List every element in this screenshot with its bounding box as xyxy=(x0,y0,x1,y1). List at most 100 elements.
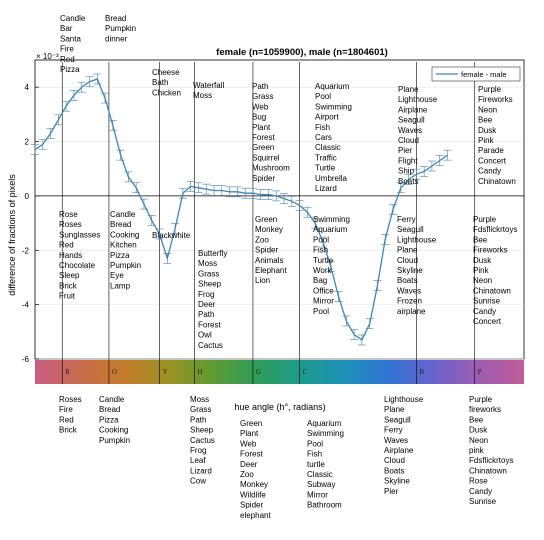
bottom-annotation-word: Chinatown xyxy=(469,466,507,475)
top-annotation-word: Green xyxy=(252,143,274,152)
middle-annotation-word: Sleep xyxy=(59,271,80,280)
bottom-annotation-word: Neon xyxy=(469,436,488,445)
error-bar-point xyxy=(248,187,257,199)
bottom-annotation-word: Web xyxy=(240,439,257,448)
top-annotation-word: Ship xyxy=(398,167,415,176)
middle-annotation-word: Sheep xyxy=(198,280,222,289)
middle-annotation-word: Chocolate xyxy=(59,261,96,270)
y-tick-label: -4 xyxy=(22,301,30,310)
y-tick-label: 0 xyxy=(25,192,30,201)
top-annotation-word: Neon xyxy=(478,105,497,114)
error-bar-point xyxy=(412,168,421,180)
top-annotation-word: Waterfall xyxy=(193,81,224,90)
bottom-annotation-word: Plane xyxy=(384,405,405,414)
y-tick-label: 2 xyxy=(25,138,30,147)
error-bar-point xyxy=(225,186,234,198)
bottom-annotation-word: Grass xyxy=(190,405,211,414)
middle-annotation-word: Elephant xyxy=(255,266,287,275)
hue-letter: R xyxy=(65,368,70,376)
top-annotation-word: Chinatown xyxy=(478,177,516,186)
top-annotation-word: Pumpkin xyxy=(105,24,136,33)
error-bar-point xyxy=(318,236,327,248)
bottom-annotation-word: Zoo xyxy=(240,470,254,479)
middle-annotation-word: Sunglasses xyxy=(59,230,100,239)
middle-annotation-word: Fish xyxy=(313,246,328,255)
error-bar-point xyxy=(443,149,452,161)
error-bar-point xyxy=(38,138,47,150)
bottom-annotation-word: Roses xyxy=(59,395,82,404)
bottom-annotation-word: elephant xyxy=(240,511,271,520)
top-annotation-word: Seagull xyxy=(398,116,425,125)
top-annotation-word: Web xyxy=(252,102,269,111)
middle-annotation-word: Pizza xyxy=(110,251,130,260)
top-annotation-word: Cheese xyxy=(152,68,180,77)
bottom-annotation-word: Purple xyxy=(469,395,493,404)
bottom-annotation-word: Fish xyxy=(307,450,322,459)
top-annotation-word: Lighthouse xyxy=(398,95,438,104)
bottom-annotation-word: Cow xyxy=(190,477,206,486)
top-annotation-word: Pool xyxy=(315,92,331,101)
plot-frame xyxy=(34,59,525,360)
error-bar-point xyxy=(194,182,203,194)
middle-annotation-word: Deer xyxy=(198,300,216,309)
middle-annotation-word: Seagull xyxy=(397,225,424,234)
bottom-annotation-word: Pizza xyxy=(99,415,119,424)
top-annotation-word: dinner xyxy=(105,34,128,43)
middle-annotation-word: Sunrise xyxy=(473,297,501,306)
hue-letter: B xyxy=(419,368,424,376)
top-annotation-word: Fish xyxy=(315,123,330,132)
middle-annotation-word: Cloud xyxy=(397,256,418,265)
error-bar-point xyxy=(233,186,242,198)
bottom-annotation-word: Bathroom xyxy=(307,501,342,510)
middle-annotation-word: Lion xyxy=(255,276,270,285)
error-bar-point xyxy=(389,204,398,215)
bottom-annotation-word: Fdsflickrtoys xyxy=(469,456,513,465)
top-annotation-word: Candy xyxy=(478,167,501,176)
top-annotation-word: Bread xyxy=(105,14,126,23)
top-annotation-word: Path xyxy=(252,82,268,91)
bottom-annotation-word: Cloud xyxy=(384,456,405,465)
middle-annotation-word: Work xyxy=(313,266,333,275)
x-axis-label: hue angle (h°, radians) xyxy=(234,402,325,412)
top-annotation-word: Bar xyxy=(60,24,73,33)
y-tick-label: -6 xyxy=(22,355,30,364)
middle-annotation-word: Ferry xyxy=(397,215,416,224)
top-annotation-word: Plant xyxy=(252,123,271,132)
bottom-annotation-word: Spider xyxy=(240,501,263,510)
middle-annotation-word: Turtle xyxy=(313,256,334,265)
error-bar-point xyxy=(256,189,265,200)
bottom-annotation-word: Moss xyxy=(190,395,209,404)
error-bar-point xyxy=(210,185,219,196)
error-bar-point xyxy=(365,318,374,329)
bottom-annotation-word: fireworks xyxy=(469,405,501,414)
top-annotation-word: Squirrel xyxy=(252,153,280,162)
bottom-annotation-word: Mirror xyxy=(307,490,328,499)
bottom-annotation-word: Sheep xyxy=(190,426,214,435)
middle-annotation-word: Brick xyxy=(59,281,78,290)
error-bar-point xyxy=(116,149,125,161)
middle-annotation-word: Eye xyxy=(110,271,124,280)
bottom-annotation-word: Pool xyxy=(307,439,323,448)
top-annotation-word: Fire xyxy=(60,45,74,54)
middle-annotation-word: Skyline xyxy=(397,266,423,275)
error-bar-point xyxy=(420,166,429,177)
middle-annotation-word: Swimming xyxy=(313,215,350,224)
error-bar-point xyxy=(108,119,117,131)
middle-annotation-word: Fdsflickrtoys xyxy=(473,225,517,234)
bottom-annotation-word: Swimming xyxy=(307,429,344,438)
error-bar-point xyxy=(77,81,86,93)
error-bar-point xyxy=(334,291,343,302)
top-annotation-word: Fireworks xyxy=(478,95,513,104)
middle-annotation-word: Blackwhite xyxy=(152,231,191,240)
middle-annotation-word: Pink xyxy=(473,266,490,275)
bottom-annotation-word: Cactus xyxy=(190,436,215,445)
